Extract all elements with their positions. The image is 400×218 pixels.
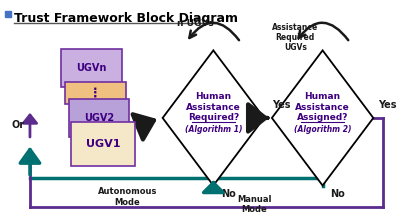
Text: Human: Human [195, 92, 232, 100]
FancyBboxPatch shape [61, 49, 122, 87]
Text: Assistance: Assistance [186, 102, 241, 112]
Text: No: No [330, 189, 345, 199]
Text: Autonomous
Mode: Autonomous Mode [98, 187, 157, 207]
Text: Assigned?: Assigned? [297, 113, 348, 123]
Text: (Algorithm 1): (Algorithm 1) [184, 125, 242, 134]
Text: Yes: Yes [378, 100, 397, 110]
FancyBboxPatch shape [69, 99, 130, 137]
Text: Or: Or [12, 120, 25, 130]
Text: (Algorithm 2): (Algorithm 2) [294, 125, 351, 134]
Text: ⋮: ⋮ [89, 87, 102, 100]
Polygon shape [163, 50, 264, 186]
Text: Trust Framework Block Diagram: Trust Framework Block Diagram [14, 12, 238, 25]
Polygon shape [272, 50, 373, 186]
Text: Human: Human [304, 92, 341, 100]
Text: Yes: Yes [272, 100, 290, 110]
FancyBboxPatch shape [71, 122, 135, 166]
Text: Manual
Mode: Manual Mode [237, 195, 272, 214]
FancyBboxPatch shape [65, 82, 126, 104]
Text: Required?: Required? [188, 113, 239, 123]
Text: Assistance
Required
UGVs: Assistance Required UGVs [272, 22, 318, 52]
Text: UGVn: UGVn [76, 63, 107, 73]
Text: No: No [221, 189, 236, 199]
Text: UGV2: UGV2 [84, 113, 114, 123]
Text: UGV1: UGV1 [86, 139, 120, 149]
Text: n UGVs: n UGVs [178, 19, 214, 28]
Text: Assistance: Assistance [295, 102, 350, 112]
